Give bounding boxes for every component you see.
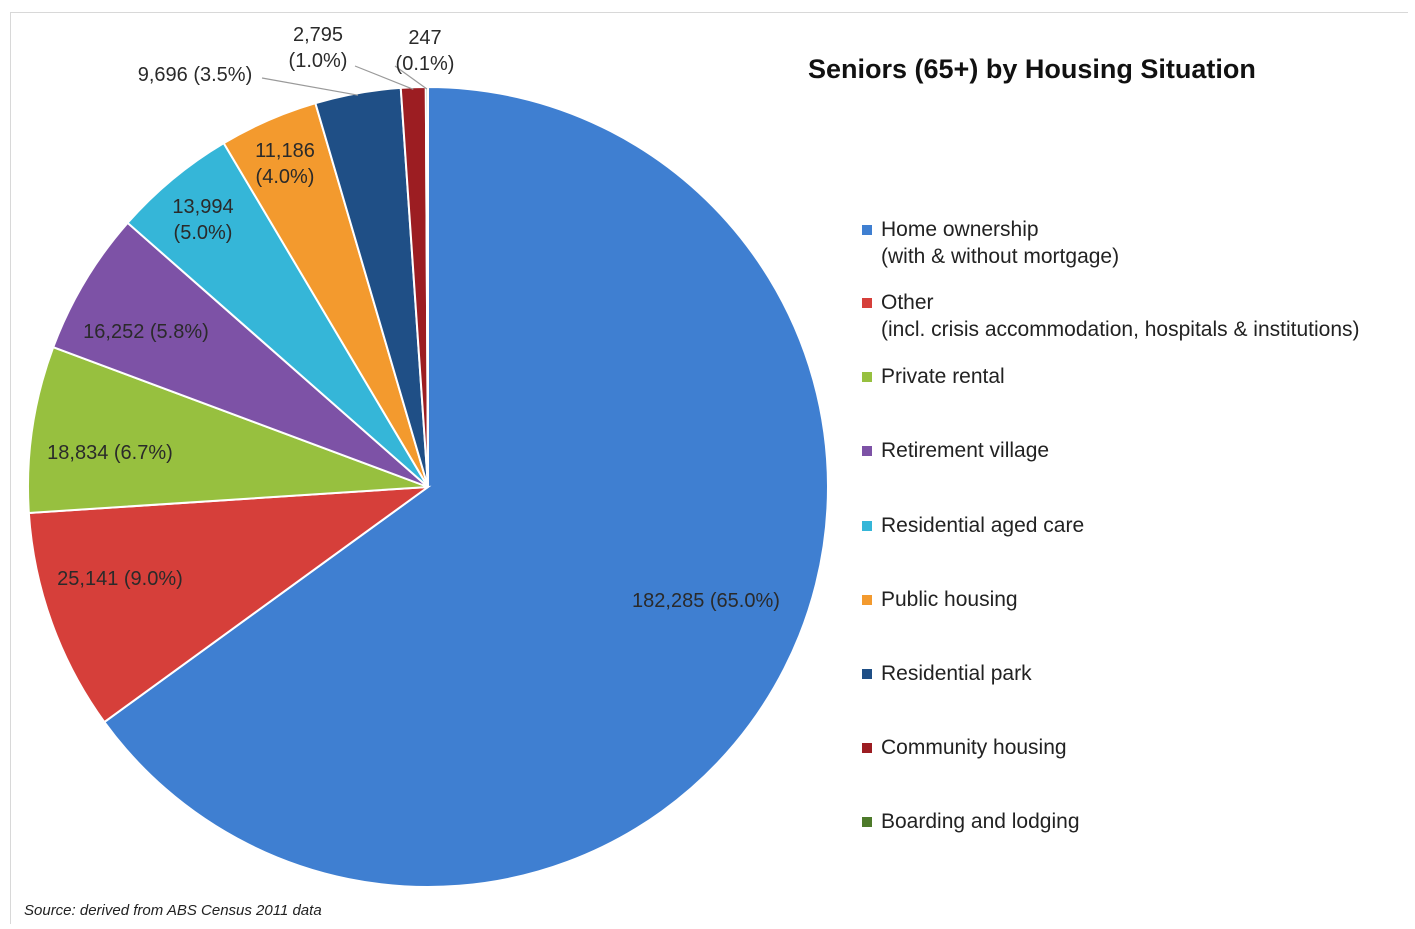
legend-swatch (862, 521, 872, 531)
legend-swatch (862, 298, 872, 308)
legend-label: Public housing (881, 588, 1018, 611)
chart-frame (10, 12, 1408, 924)
legend-label: Other (881, 291, 934, 314)
data-label-residential-aged-care: 13,994 (5.0%) (172, 196, 233, 244)
pie-slice-private-rental (27, 345, 429, 515)
data-label-public-housing: 11,186 (4.0%) (255, 140, 315, 188)
legend-label: Residential aged care (881, 514, 1085, 537)
data-label-boarding-and-lodging: 247 (0.1%) (396, 27, 455, 75)
data-label-community-housing: 2,795 (1.0%) (289, 24, 348, 72)
pie-slice-home-ownership (102, 85, 829, 888)
legend-label: Retirement village (881, 439, 1050, 462)
legend-swatch (862, 225, 872, 235)
source-note: Source: derived from ABS Census 2011 dat… (24, 902, 322, 919)
pie-slice-retirement-village (51, 221, 429, 488)
leader-line-boarding-and-lodging (394, 65, 428, 90)
data-label-home-ownership: 182,285 (65.0%) (632, 590, 780, 612)
legend-swatch (862, 817, 872, 827)
chart-title: Seniors (65+) by Housing Situation (808, 54, 1256, 84)
data-label-retirement-village: 16,252 (5.8%) (83, 321, 209, 343)
pie-slice-boarding-and-lodging (424, 85, 429, 488)
data-label-private-rental: 18,834 (6.7%) (47, 442, 173, 464)
legend-sublabel: (with & without mortgage) (881, 245, 1120, 268)
legend-label: Residential park (881, 662, 1032, 685)
legend-sublabel: (incl. crisis accommodation, hospitals &… (881, 318, 1360, 341)
legend-swatch (862, 595, 872, 605)
legend-swatch (862, 446, 872, 456)
legend-label: Home ownership (881, 218, 1039, 241)
leader-line-residential-park (261, 77, 359, 96)
legend-swatch (862, 372, 872, 382)
data-label-residential-park: 9,696 (3.5%) (138, 64, 253, 86)
legend-label: Boarding and lodging (881, 810, 1080, 833)
data-label-other: 25,141 (9.0%) (57, 568, 183, 590)
legend-label: Private rental (881, 365, 1005, 388)
pie-slice-other (27, 485, 432, 724)
legend-swatch (862, 743, 872, 753)
legend-label: Community housing (881, 736, 1067, 759)
leader-line-community-housing (354, 65, 414, 90)
legend-swatch (862, 669, 872, 679)
